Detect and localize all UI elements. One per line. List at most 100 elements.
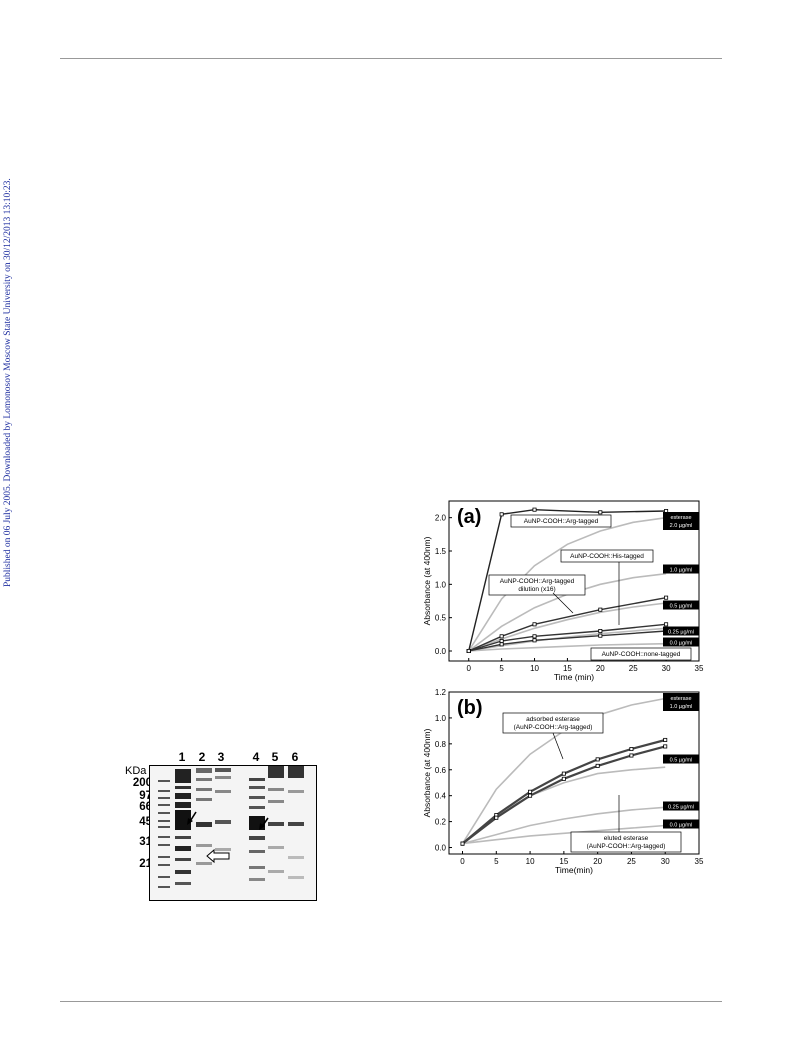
annotation-box	[510, 514, 612, 528]
data-point	[629, 747, 634, 752]
mw-marker: 97	[139, 790, 152, 802]
standard-label-text: 0.25 µg/ml	[668, 805, 694, 811]
x-tick-label: 0	[467, 664, 472, 673]
gel-band	[268, 870, 284, 873]
standard-label-box	[663, 801, 699, 811]
gel-band	[215, 820, 231, 824]
gel-band	[158, 812, 170, 814]
annotation-text: AuNP-COOH::Arg-tagged	[500, 578, 575, 585]
gel-band	[196, 862, 212, 865]
x-tick-label: 20	[593, 857, 602, 866]
lane-label: 2	[198, 750, 206, 764]
standard-curve	[468, 516, 667, 652]
gel-band	[288, 856, 304, 859]
x-tick-label: 30	[661, 857, 670, 866]
y-tick-label: 1.5	[435, 547, 447, 556]
annotation-text: AuNP-COOH::Arg-tagged	[524, 518, 599, 525]
lane-label: 6	[291, 750, 299, 764]
gel-band	[288, 790, 304, 793]
x-tick-label: 20	[596, 664, 605, 673]
standard-label-text: 0.5 µg/ml	[670, 758, 693, 764]
gel-band	[158, 780, 170, 782]
gel-band	[249, 878, 265, 881]
gel-band	[158, 886, 170, 888]
standard-label: esterase 2.0 µg/ml	[663, 512, 699, 530]
y-axis-label: Absorbance (at 400nm)	[423, 728, 432, 817]
data-point	[561, 776, 566, 781]
data-point	[532, 634, 537, 639]
standard-label-text: 1.0 µg/ml	[670, 704, 693, 710]
data-point	[528, 789, 533, 794]
data-point	[532, 622, 537, 627]
gel-band	[158, 844, 170, 846]
data-point	[532, 638, 537, 643]
x-tick-label: 35	[695, 664, 704, 673]
gel-band	[288, 766, 304, 778]
gel-arrow	[187, 818, 193, 825]
annotation-text: dilution (x16)	[518, 586, 555, 593]
gel-band	[158, 864, 170, 866]
standard-label: 0.5 µg/ml	[663, 600, 699, 610]
annotation-box	[560, 549, 654, 563]
kinetics-chart-svg: 0 5 10 15 20 25 30 35 0.0 0.5 1.0 1.5 2.0 Time (min) A…	[422, 500, 704, 875]
y-tick-label: 0.0	[435, 647, 447, 656]
data-point	[598, 510, 603, 515]
x-axis-label: Time(min)	[555, 865, 593, 875]
y-tick-label: 0.8	[435, 740, 447, 749]
lane-label: 1	[178, 750, 186, 764]
y-tick-label: 0.2	[435, 818, 447, 827]
data-point	[598, 628, 603, 633]
annotation-text: adsorbed esterase	[526, 716, 580, 723]
gel-band	[175, 769, 191, 783]
gel-band	[196, 778, 212, 781]
plot-frame	[448, 691, 700, 855]
lane-label: 4	[252, 750, 260, 764]
x-tick-label: 15	[559, 857, 568, 866]
y-tick-label: 0.5	[435, 614, 447, 623]
mw-marker: 66	[139, 801, 152, 813]
standard-label-box	[663, 693, 699, 711]
data-point	[664, 622, 669, 627]
x-tick-label: 35	[695, 857, 704, 866]
y-tick-label: 0.4	[435, 792, 447, 801]
standard-curve	[462, 806, 666, 845]
standard-label-box	[663, 564, 699, 574]
gel-arrow	[259, 823, 265, 830]
gel-figure: KDa 200 97 66 45 31 21 1 2 3 4 5 6	[124, 748, 324, 903]
annotation-box	[488, 574, 586, 596]
standard-label-text: 2.0 µg/ml	[670, 523, 693, 529]
gel-image	[149, 765, 317, 901]
gel-band	[175, 882, 191, 885]
standard-curve	[468, 642, 667, 652]
x-tick-label: 10	[530, 664, 539, 673]
gel-band	[249, 806, 265, 809]
gel-band	[196, 798, 212, 801]
standard-label-box	[663, 754, 699, 764]
y-tick-label: 0.0	[435, 844, 447, 853]
data-point	[532, 507, 537, 512]
annotation-text: eluted esterase	[604, 835, 649, 842]
gel-band	[215, 776, 231, 779]
annotation-box	[590, 647, 692, 661]
publication-notice[interactable]: Published on 06 July 2005. Downloaded by…	[3, 178, 13, 587]
gel-band	[158, 804, 170, 806]
y-tick-label: 1.0	[435, 714, 447, 723]
annotation-text: (AuNP-COOH::Arg-tagged)	[587, 843, 666, 850]
annotation-text: (AuNP-COOH::Arg-tagged)	[514, 724, 593, 731]
gel-band	[158, 826, 170, 828]
data-point	[466, 648, 471, 653]
gel-band	[249, 836, 265, 840]
gel-band	[175, 858, 191, 861]
gel-band	[215, 768, 231, 772]
mw-marker: 21	[139, 858, 152, 870]
standard-label: 1.0 µg/ml	[663, 564, 699, 574]
standard-label-box	[663, 512, 699, 530]
standard-label-box	[663, 637, 699, 647]
x-tick-label: 15	[563, 664, 572, 673]
y-tick-label: 1.2	[435, 688, 447, 697]
data-point	[598, 633, 603, 638]
gel-bands	[158, 766, 304, 888]
gel-band	[175, 802, 191, 808]
annotation-none-tagged: AuNP-COOH::none-tagged	[590, 647, 692, 661]
gel-arrow	[206, 848, 230, 864]
